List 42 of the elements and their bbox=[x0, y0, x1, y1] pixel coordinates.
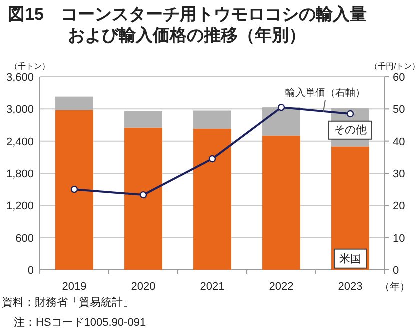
x-tick-label: 2019 bbox=[62, 281, 87, 293]
point bbox=[140, 191, 148, 199]
y-tick-label: 3,600 bbox=[6, 72, 34, 84]
y2-tick-label: 10 bbox=[393, 232, 406, 245]
bar bbox=[262, 136, 300, 270]
chart-subtitle: および輸入価格の推移（年別） bbox=[68, 26, 306, 45]
point bbox=[70, 186, 78, 194]
text: 資料：財務省「貿易統計」 bbox=[2, 296, 134, 309]
x-axis-title: （年） bbox=[380, 281, 410, 293]
x-tick-label: 2023 bbox=[338, 281, 363, 293]
y2-tick-label: 60 bbox=[393, 72, 406, 84]
y-tick-label: 2,400 bbox=[6, 136, 34, 148]
point bbox=[208, 155, 216, 163]
series-label: その他 bbox=[334, 124, 367, 136]
y2-tick-label: 30 bbox=[393, 168, 406, 180]
y2-tick-label: 0 bbox=[393, 265, 400, 277]
y-tick-label: 3,000 bbox=[6, 104, 34, 116]
bar bbox=[262, 108, 300, 136]
y2-tick-label: 50 bbox=[393, 104, 406, 116]
bar bbox=[56, 110, 94, 270]
x-tick-label: 2020 bbox=[131, 281, 156, 293]
point bbox=[346, 110, 354, 118]
y2-axis-title: （千円/トン） bbox=[370, 62, 420, 71]
bar bbox=[124, 128, 162, 270]
y-tick-label: 1,800 bbox=[6, 168, 34, 180]
bar bbox=[56, 96, 94, 110]
y-tick-label: 0 bbox=[28, 265, 34, 277]
chart-title: 図15 コーンスターチ用トウモロコシの輸入量 bbox=[8, 5, 367, 24]
series-label: 輸入単価（右軸） bbox=[286, 86, 366, 99]
x-tick-label: 2022 bbox=[269, 281, 294, 293]
text: 注：HSコード1005.90-091 bbox=[14, 316, 146, 329]
y2-tick-label: 20 bbox=[393, 200, 406, 213]
x-tick-label: 2021 bbox=[200, 281, 225, 293]
bar bbox=[124, 111, 162, 128]
bar bbox=[194, 110, 232, 130]
y-tick-label: 1,200 bbox=[6, 200, 34, 213]
y-axis-title: （千トン） bbox=[10, 62, 50, 71]
bar bbox=[194, 129, 232, 270]
series-label: 米国 bbox=[340, 252, 362, 266]
point bbox=[278, 104, 286, 112]
y-tick-label: 600 bbox=[16, 232, 34, 245]
y2-tick-label: 40 bbox=[393, 136, 406, 148]
